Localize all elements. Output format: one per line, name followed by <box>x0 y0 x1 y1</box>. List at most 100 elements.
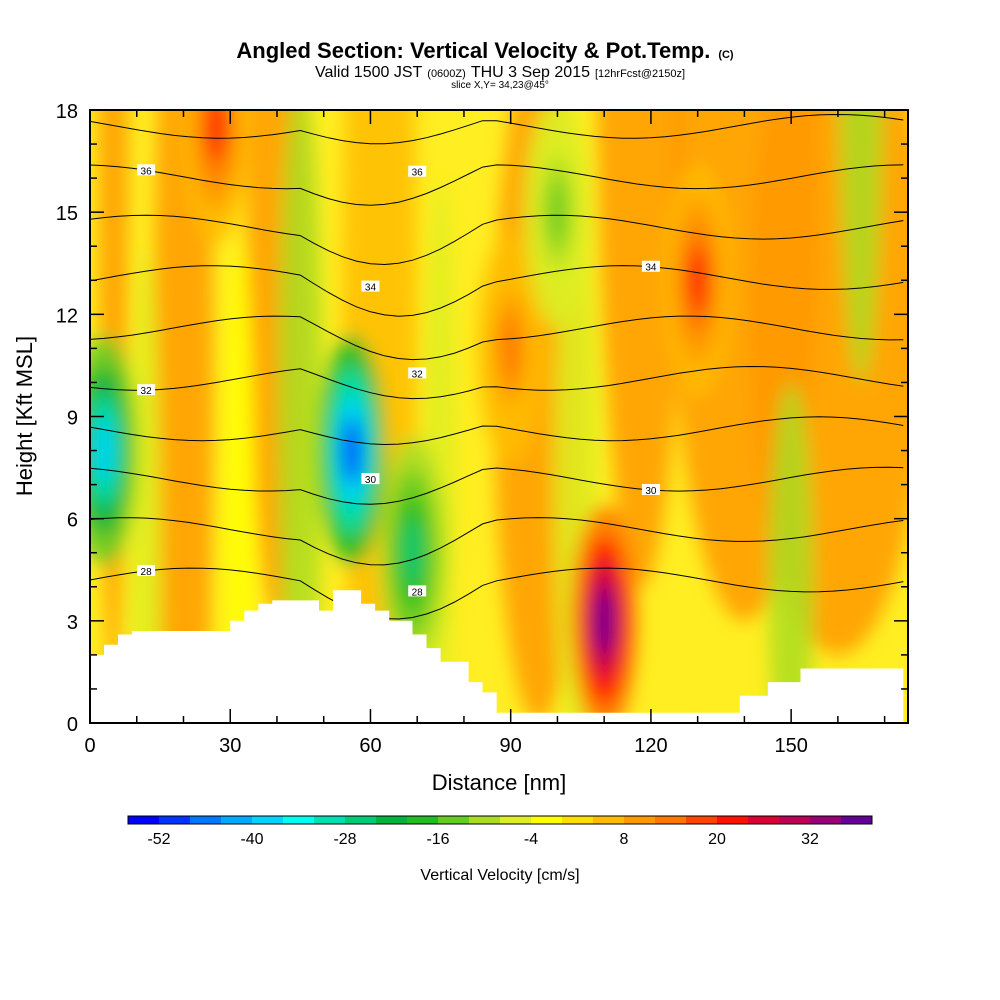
svg-text:28: 28 <box>412 587 424 598</box>
isentrope-line <box>90 365 904 400</box>
isentrope-label: 36 <box>137 164 156 177</box>
field-patch <box>153 110 214 723</box>
isentrope-line <box>90 315 904 361</box>
colorbar-tick-label: 20 <box>708 831 726 848</box>
field-patch <box>839 110 884 383</box>
isentrope-line <box>90 214 904 266</box>
colorbar-swatch <box>345 816 377 824</box>
isentrope-line <box>90 265 904 317</box>
colorbar-swatch <box>779 816 811 824</box>
velocity-feature <box>94 416 114 485</box>
isentrope-label: 34 <box>641 260 660 274</box>
x-tick-label: 120 <box>634 735 667 757</box>
colorbar-swatch <box>376 816 408 824</box>
isentrope-line <box>90 466 904 505</box>
y-tick-labels: 0 3 6 9 12 15 18 <box>56 101 78 736</box>
y-tick-label: 3 <box>67 612 78 634</box>
x-tick-label: 30 <box>219 735 241 757</box>
isentrope-label: 36 <box>408 165 427 179</box>
velocity-feature <box>206 110 226 161</box>
isentrope-label: 30 <box>361 473 380 486</box>
colorbar-swatch <box>748 816 780 824</box>
velocity-feature <box>547 178 568 246</box>
colorbar-swatch <box>624 816 656 824</box>
isentrope-label: 32 <box>408 367 427 380</box>
x-tick-label: 150 <box>774 735 807 757</box>
plot-area: 28 28 30 30 32 32 34 34 36 36 <box>90 110 908 723</box>
field-patch <box>277 110 323 723</box>
svg-text:36: 36 <box>412 168 424 179</box>
isentrope-line <box>90 567 904 620</box>
colorbar-swatch <box>221 816 253 824</box>
x-tick-label: 0 <box>84 735 95 757</box>
y-axis-label: Height [Kft MSL] <box>12 336 37 496</box>
velocity-feature <box>501 314 521 382</box>
y-tick-label: 18 <box>56 101 78 123</box>
x-tick-label: 90 <box>500 735 522 757</box>
velocity-feature <box>688 246 708 314</box>
velocity-feature <box>342 416 362 485</box>
colorbar-swatch <box>438 816 470 824</box>
svg-text:30: 30 <box>365 475 377 486</box>
colorbar-label: Vertical Velocity [cm/s] <box>420 867 579 884</box>
field-patch <box>597 110 687 587</box>
y-tick-label: 12 <box>56 305 78 327</box>
y-tick-label: 9 <box>67 408 78 430</box>
colorbar-swatch <box>841 816 873 824</box>
colorbar-swatch <box>500 816 532 824</box>
isentrope-line <box>90 113 904 145</box>
colorbar-swatch <box>190 816 222 824</box>
colorbar-swatch <box>252 816 284 824</box>
svg-text:30: 30 <box>645 486 657 497</box>
colorbar-tick-label: -4 <box>524 831 538 848</box>
colorbar-swatch <box>686 816 718 824</box>
isentrope-line <box>90 517 904 566</box>
field-patch <box>224 246 255 723</box>
field-patch <box>768 382 814 723</box>
potential-temperature-contours <box>90 113 904 620</box>
x-axis-label: Distance [nm] <box>432 770 567 795</box>
colorbar-tick-label: -52 <box>147 831 170 848</box>
colorbar-tick-label: -16 <box>426 831 449 848</box>
colorbar-tick-labels: -52 -40 -28 -16 -4 8 20 32 <box>147 831 819 848</box>
colorbar-tick-label: -40 <box>240 831 263 848</box>
isentrope-line <box>90 416 904 446</box>
colorbar-swatch <box>593 816 625 824</box>
chart-title-units: (C) <box>718 49 734 61</box>
colorbar-swatch <box>717 816 749 824</box>
colorbar-tick-label: 32 <box>801 831 819 848</box>
svg-text:34: 34 <box>365 283 377 294</box>
y-tick-label: 0 <box>67 714 78 736</box>
colorbar-tick-label: -28 <box>333 831 356 848</box>
x-tick-labels: 0 30 60 90 120 150 <box>84 735 807 757</box>
svg-text:34: 34 <box>645 263 657 274</box>
svg-text:32: 32 <box>141 386 153 397</box>
y-tick-label: 6 <box>67 510 78 532</box>
colorbar-swatch <box>159 816 191 824</box>
colorbar-swatch <box>469 816 501 824</box>
terrain-mask <box>90 590 908 723</box>
svg-text:28: 28 <box>141 567 153 578</box>
isentrope-label: 34 <box>361 280 380 294</box>
colorbar-swatch <box>314 816 346 824</box>
chart-title: Angled Section: Vertical Velocity & Pot.… <box>236 38 734 63</box>
isentrope-line <box>90 164 904 206</box>
chart-slice-info: slice X,Y= 34,23@45° <box>451 80 549 91</box>
colorbar-swatch <box>810 816 842 824</box>
vertical-velocity-field <box>90 110 908 723</box>
colorbar-tick-label: 8 <box>620 831 629 848</box>
colorbar-swatch <box>562 816 594 824</box>
isentrope-label: 28 <box>137 564 156 578</box>
chart-subtitle: Valid 1500 JST (0600Z) THU 3 Sep 2015 [12hr… <box>315 64 685 81</box>
svg-text:36: 36 <box>141 166 153 177</box>
colorbar-swatch <box>407 816 439 824</box>
isentrope-label: 28 <box>408 585 427 598</box>
velocity-feature <box>594 587 614 655</box>
isentrope-label: 30 <box>641 484 660 497</box>
isentrope-label: 32 <box>137 384 156 397</box>
isentrope-labels: 28 28 30 30 32 32 34 34 36 36 <box>137 164 660 598</box>
y-tick-label: 15 <box>56 203 78 225</box>
colorbar-swatch <box>128 816 160 824</box>
field-patch <box>131 246 162 723</box>
